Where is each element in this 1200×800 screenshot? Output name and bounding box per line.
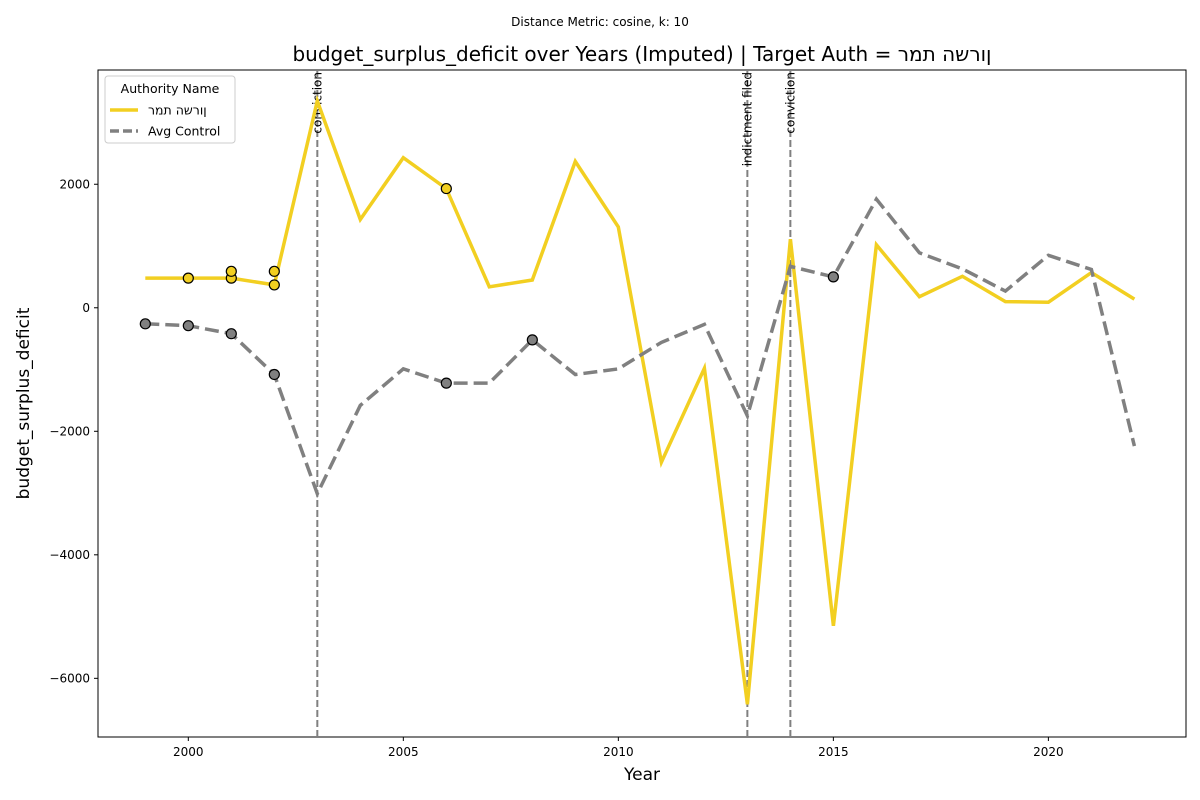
legend-box	[104, 75, 236, 144]
imputed-point	[182, 272, 194, 284]
series-line	[145, 94, 1136, 705]
x-tick-label: 2015	[818, 745, 849, 759]
y-axis: −6000 −4000 −2000 0 2000	[49, 177, 98, 685]
imputed-point	[268, 265, 280, 277]
x-axis-title: Year	[623, 765, 660, 785]
series-line	[145, 195, 1137, 499]
chart-suptitle: Distance Metric: cosine, k: 10	[511, 15, 689, 29]
x-axis: 2000 2005 2010 2015 2020	[173, 737, 1064, 759]
imputed-point	[526, 334, 538, 346]
imputed-point	[827, 271, 839, 283]
imputed-point	[268, 368, 280, 381]
x-tick-label: 2000	[173, 745, 204, 759]
imputed-point	[440, 182, 452, 195]
chart-title: budget_surplus_deficit over Years (Imput…	[292, 42, 991, 66]
imputed-point	[139, 318, 151, 330]
y-tick-label: −6000	[49, 671, 90, 685]
imputed-point	[225, 265, 237, 277]
imputed-point	[268, 279, 280, 291]
legend-label: Avg Control	[148, 124, 220, 139]
event-markers: conviction indictment filed conviction	[310, 70, 797, 737]
imputed-point	[182, 320, 194, 332]
x-tick-label: 2020	[1033, 745, 1064, 759]
y-tick-label: −2000	[49, 424, 90, 438]
event-label: indictment filed	[740, 72, 754, 166]
legend-label: ןורשה תמר	[148, 103, 207, 118]
imputed-point	[440, 377, 452, 389]
y-tick-label: 0	[82, 301, 90, 315]
plot-area-frame	[97, 69, 1187, 738]
y-axis-title: budget_surplus_deficit	[14, 307, 34, 499]
x-tick-label: 2005	[388, 745, 419, 759]
y-tick-label: 2000	[59, 177, 90, 191]
imputed-points	[139, 182, 839, 389]
legend: Authority Name ןורשה תמר Avg Control	[104, 75, 236, 144]
event-label: conviction	[783, 72, 797, 134]
y-tick-label: −4000	[49, 548, 90, 562]
series-lines	[145, 94, 1137, 705]
legend-title: Authority Name	[121, 81, 220, 96]
x-tick-label: 2010	[603, 745, 634, 759]
imputed-point	[225, 328, 237, 340]
